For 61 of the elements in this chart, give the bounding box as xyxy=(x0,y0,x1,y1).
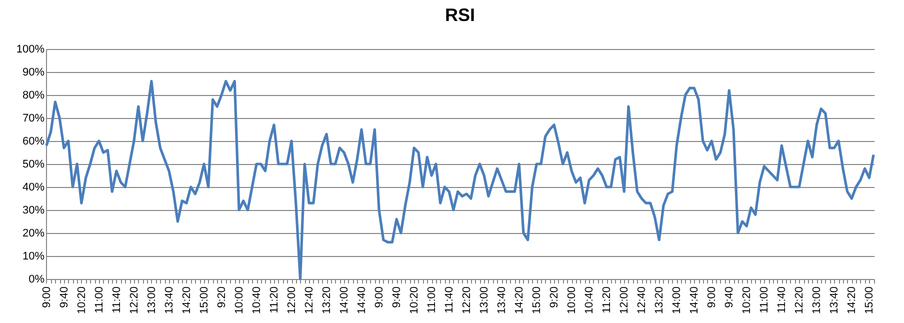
y-tick-label: 40% xyxy=(22,182,45,194)
x-tick-label: 14:20 xyxy=(846,286,858,314)
x-tick-label: 10:00 xyxy=(233,286,246,314)
x-tick-label: 11:20 xyxy=(601,286,614,314)
x-tick-label: 13:40 xyxy=(828,286,841,314)
y-tick-label: 90% xyxy=(22,66,45,78)
x-tick-label: 14:40 xyxy=(688,286,701,314)
line-series xyxy=(45,80,875,280)
x-tick-label: 14:20 xyxy=(514,286,526,314)
x-tick-label: 13:00 xyxy=(146,286,158,314)
x-tick-label: 14:00 xyxy=(671,286,684,314)
x-tick-label: 12:00 xyxy=(286,286,298,314)
x-tick-label: 11:00 xyxy=(758,286,771,314)
y-tick-label: 10% xyxy=(22,250,45,262)
x-tick-label: 10:20 xyxy=(741,286,754,314)
x-tick-label: 10:20 xyxy=(408,286,421,314)
x-tick-label: 9:00 xyxy=(40,286,53,308)
x-tick-label: 14:00 xyxy=(338,286,351,314)
x-tick-label: 13:20 xyxy=(321,286,334,314)
y-tick-label: 30% xyxy=(22,204,45,216)
x-tick-label: 10:40 xyxy=(584,286,596,314)
x-tick-label: 9:40 xyxy=(724,286,736,308)
x-tick-label: 10:20 xyxy=(76,286,88,314)
x-tick-label: 10:40 xyxy=(251,286,263,314)
x-tick-label: 12:00 xyxy=(618,286,631,314)
x-tick-label: 11:00 xyxy=(426,286,438,314)
x-tick-label: 15:00 xyxy=(198,286,210,314)
y-tick-label: 80% xyxy=(22,90,45,102)
x-tick-label: 11:40 xyxy=(110,286,123,314)
x-tick-label: 11:00 xyxy=(93,286,106,314)
x-tick-label: 13:40 xyxy=(163,286,176,314)
x-tick-label: 9:40 xyxy=(58,286,70,308)
x-tick-label: 11:40 xyxy=(444,286,456,314)
x-tick-label: 12:40 xyxy=(304,286,316,314)
x-tick-label: 9:00 xyxy=(706,286,718,308)
y-tick-label: 100% xyxy=(16,44,45,56)
x-tick-label: 13:40 xyxy=(496,286,508,314)
y-tick-label: 70% xyxy=(22,112,45,124)
x-tick-label: 11:20 xyxy=(268,286,281,314)
y-tick-label: 50% xyxy=(22,158,45,170)
x-tick-label: 14:40 xyxy=(356,286,368,314)
x-tick-label: 11:40 xyxy=(776,286,788,314)
chart-title: RSI xyxy=(444,5,476,25)
x-tick-label: 12:40 xyxy=(636,286,648,314)
x-tick-label: 10:00 xyxy=(566,286,578,314)
y-tick-label: 0% xyxy=(28,274,45,286)
x-tick-label: 9:40 xyxy=(391,286,404,308)
y-tick-label: 60% xyxy=(22,136,45,148)
x-tick-label: 9:20 xyxy=(216,286,228,308)
x-tick-label: 9:20 xyxy=(548,286,561,308)
x-tick-label: 13:00 xyxy=(811,286,824,314)
y-tick-label: 20% xyxy=(22,228,45,240)
x-tick-label: 12:20 xyxy=(128,286,140,314)
x-tick-label: 9:00 xyxy=(374,286,386,308)
x-tick-label: 15:00 xyxy=(864,286,876,314)
x-tick-label: 13:20 xyxy=(654,286,666,314)
x-tick-label: 14:20 xyxy=(180,286,193,314)
x-tick-label: 12:20 xyxy=(794,286,806,314)
x-tick-label: 13:00 xyxy=(478,286,491,314)
x-tick-label: 12:20 xyxy=(461,286,474,314)
x-tick-label: 15:00 xyxy=(531,286,544,314)
